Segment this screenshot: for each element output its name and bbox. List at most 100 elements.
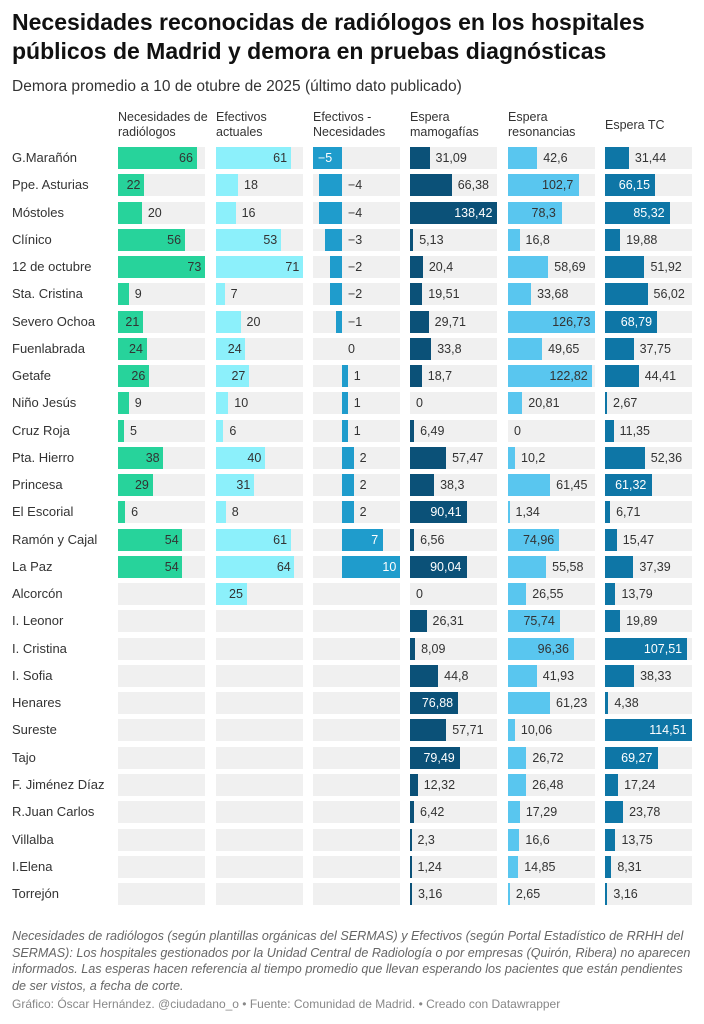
value-label: 73	[187, 260, 202, 275]
row-label: Torrejón	[12, 886, 59, 902]
bar	[508, 528, 560, 551]
bar	[216, 228, 281, 251]
table-cell	[118, 719, 205, 742]
bar	[605, 174, 656, 197]
table-cell: 13,79	[605, 583, 692, 606]
bar	[605, 283, 648, 306]
bar	[410, 501, 467, 524]
value-label: 21	[125, 314, 140, 329]
bar	[336, 310, 342, 333]
table-cell: 33,68	[508, 283, 595, 306]
bar	[318, 174, 342, 197]
bar	[605, 773, 619, 796]
value-label: 26	[131, 369, 146, 384]
value-label: 2	[359, 450, 367, 465]
bar	[508, 228, 520, 251]
value-label: 6,56	[420, 532, 445, 547]
value-label: 20	[147, 205, 162, 220]
table-cell: 54	[118, 528, 205, 551]
table-cell: 6,49	[410, 419, 497, 442]
table-cell: 33,8	[410, 337, 497, 360]
bar	[118, 174, 145, 197]
table-cell: 31,44	[605, 147, 692, 169]
bar	[216, 365, 250, 388]
value-label: 96,36	[537, 641, 569, 656]
bar	[216, 201, 236, 224]
table-cell: 0	[410, 392, 497, 415]
table-cell: 53	[216, 228, 303, 251]
value-label: 126,73	[552, 314, 591, 329]
bar	[410, 883, 412, 906]
value-label: 15,47	[622, 532, 655, 547]
row-label: Getafe	[12, 368, 52, 384]
row-label: La Paz	[12, 558, 53, 574]
bar	[118, 337, 147, 360]
table-cell: 37,39	[605, 555, 692, 578]
value-label: 69,27	[621, 750, 653, 765]
table-cell: 10	[216, 392, 303, 415]
bar	[508, 283, 532, 306]
value-label: 16	[241, 205, 256, 220]
value-label: 8	[231, 505, 239, 520]
table-cell: 68,79	[605, 310, 692, 333]
table-cell	[118, 883, 205, 906]
row-label: I. Leonor	[12, 613, 64, 629]
value-label: 8,31	[617, 859, 642, 874]
table-cell: 6,71	[605, 501, 692, 524]
table-cell: 10,06	[508, 719, 595, 742]
bar	[605, 664, 635, 687]
value-label: 5	[129, 423, 137, 438]
bar	[605, 883, 608, 906]
value-label: 61,23	[556, 696, 588, 711]
table-cell: 7	[313, 528, 400, 551]
value-label: 51,92	[650, 260, 682, 275]
table-cell: 4,38	[605, 692, 692, 715]
value-label: 4,38	[614, 696, 639, 711]
bar	[324, 228, 342, 251]
value-label: 79,49	[423, 750, 455, 765]
bar	[342, 474, 354, 497]
table-cell: 61,45	[508, 474, 595, 497]
table-cell: 75,74	[508, 610, 595, 633]
bar	[216, 446, 265, 469]
row-label: I.Elena	[12, 858, 53, 874]
table-cell: −4	[313, 174, 400, 197]
table-cell: 90,41	[410, 501, 497, 524]
table-cell: 54	[118, 555, 205, 578]
bar	[508, 310, 595, 333]
value-label: −5	[318, 151, 333, 165]
table-cell: 1,34	[508, 501, 595, 524]
value-label: 61,45	[556, 478, 588, 493]
table-cell: 64	[216, 555, 303, 578]
table-cell: 66,15	[605, 174, 692, 197]
table-cell: 20,4	[410, 256, 497, 279]
bar	[118, 365, 149, 388]
table-cell: 16	[216, 201, 303, 224]
row-label: Fuenlabrada	[12, 340, 85, 356]
bar	[410, 365, 422, 388]
bar	[216, 256, 303, 279]
table-cell: 5,13	[410, 228, 497, 251]
table-cell	[216, 637, 303, 660]
value-label: 12,32	[423, 777, 456, 792]
value-label: 3,16	[417, 887, 443, 902]
bar	[410, 256, 423, 279]
bar	[342, 528, 383, 551]
table-cell: 61,32	[605, 474, 692, 497]
table-cell: 1,24	[410, 855, 497, 878]
row-label: Clínico	[12, 231, 52, 247]
row-label: 12 de octubre	[12, 259, 92, 275]
table-cell: 26	[118, 365, 205, 388]
value-label: 10	[234, 396, 249, 411]
value-label: 64	[276, 559, 291, 574]
bar	[410, 474, 435, 497]
bar	[342, 419, 348, 442]
table-cell: 26,55	[508, 583, 595, 606]
table-cell: 0	[508, 419, 595, 442]
bar	[605, 801, 624, 824]
table-cell	[216, 828, 303, 851]
table-cell: 96,36	[508, 637, 595, 660]
value-label: 54	[164, 559, 179, 574]
table-cell: 14,85	[508, 855, 595, 878]
table-cell: 126,73	[508, 310, 595, 333]
